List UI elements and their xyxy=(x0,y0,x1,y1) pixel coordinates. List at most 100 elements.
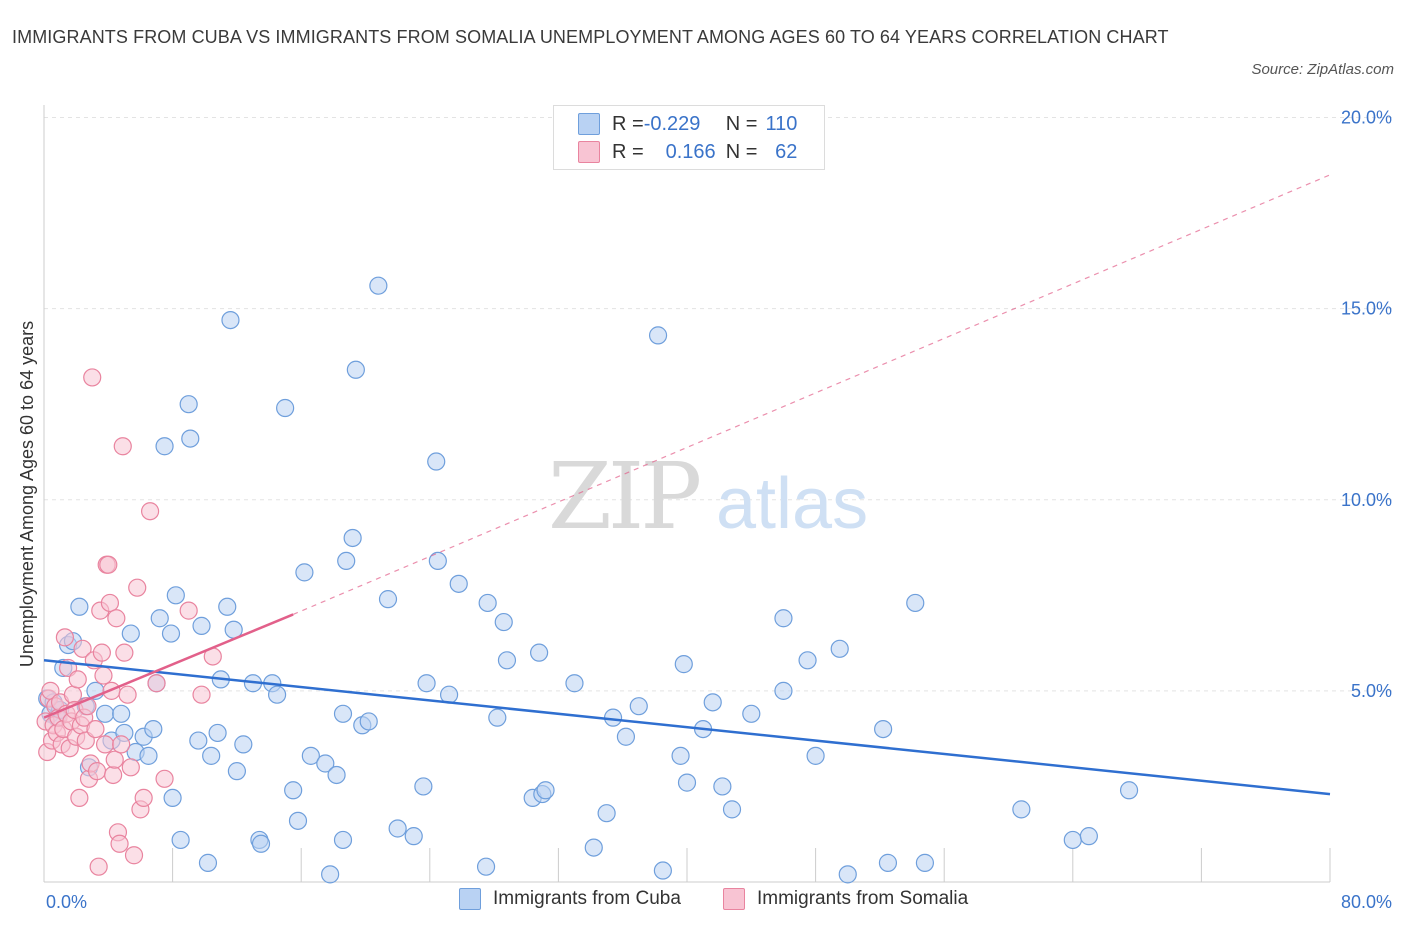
cuba-point xyxy=(404,827,423,846)
bottom-legend-somalia: Immigrants from Somalia xyxy=(723,888,968,910)
somalia-point xyxy=(140,502,160,521)
somalia-point xyxy=(121,758,140,777)
legend-r-value: 0.166 xyxy=(665,140,716,163)
cuba-point xyxy=(121,624,140,643)
cuba-point xyxy=(427,452,446,471)
cuba-point xyxy=(369,276,388,295)
legend-r-label: R = xyxy=(612,112,644,135)
cuba-point xyxy=(163,788,182,808)
somalia-point xyxy=(124,846,144,865)
cuba-point xyxy=(616,727,636,746)
somalia-point xyxy=(110,834,129,853)
cuba-point xyxy=(597,804,616,823)
cuba-point xyxy=(414,777,433,796)
cuba-point xyxy=(202,746,221,765)
somalia-point xyxy=(73,639,92,658)
somalia-point xyxy=(70,788,89,808)
cuba-point xyxy=(830,639,849,658)
cuba-point xyxy=(584,838,603,857)
cuba-point xyxy=(95,704,115,723)
cuba-point xyxy=(208,723,227,743)
somalia-point xyxy=(115,643,134,662)
legend-n-value: 110 xyxy=(765,112,798,135)
correlation-legend: R = -0.229 N = 110 R = 0.166 N = 62 xyxy=(553,105,825,170)
legend-swatch-somalia xyxy=(578,141,600,163)
legend-r-label: R = xyxy=(612,140,644,163)
cuba-point xyxy=(359,712,378,731)
somalia-point xyxy=(113,437,132,456)
cuba-point xyxy=(494,612,513,632)
somalia-point xyxy=(86,719,105,739)
series-cuba-points xyxy=(38,276,1139,884)
cuba-point xyxy=(1063,830,1082,850)
somalia-point xyxy=(68,670,87,689)
cuba-point xyxy=(144,719,163,739)
somalia-point xyxy=(104,765,123,785)
cuba-point xyxy=(284,781,303,800)
cuba-point xyxy=(476,857,496,876)
somalia-point xyxy=(147,674,166,693)
legend-row-somalia: R = 0.166 N = 62 xyxy=(578,139,797,165)
somalia-point xyxy=(118,685,137,704)
bottom-legend-label-cuba: Immigrants from Cuba xyxy=(493,888,681,909)
cuba-point xyxy=(227,762,246,781)
legend-r-value: -0.229 xyxy=(643,112,701,135)
cuba-point xyxy=(346,360,365,379)
trend-line-somalia-extended xyxy=(292,174,1331,615)
cuba-point xyxy=(530,643,549,662)
cuba-point xyxy=(677,773,697,792)
cuba-point xyxy=(166,586,185,605)
cuba-point xyxy=(150,609,169,628)
x-tick-label-max: 80.0% xyxy=(1341,892,1392,912)
cuba-point xyxy=(1012,800,1031,819)
cuba-point xyxy=(774,609,793,628)
cuba-point xyxy=(806,746,825,765)
cuba-point xyxy=(878,853,898,872)
legend-row-cuba: R = -0.229 N = 110 xyxy=(578,111,797,137)
y-tick-label: 10.0% xyxy=(1341,490,1392,510)
somalia-point xyxy=(89,857,108,876)
cuba-point xyxy=(478,593,497,613)
cuba-point xyxy=(327,765,346,785)
cuba-point xyxy=(337,551,356,571)
somalia-point xyxy=(87,762,107,781)
somalia-point xyxy=(83,368,102,387)
legend-n-label: N = xyxy=(725,112,758,135)
y-tick-label: 5.0% xyxy=(1351,681,1392,701)
watermark-zip: ZIP xyxy=(548,443,699,550)
cuba-point xyxy=(742,704,761,723)
somalia-point xyxy=(99,555,118,574)
y-tick-label: 15.0% xyxy=(1341,299,1392,319)
cuba-point xyxy=(179,395,198,414)
cuba-point xyxy=(915,853,935,872)
somalia-point xyxy=(192,685,211,704)
series-somalia-points xyxy=(36,368,222,876)
cuba-point xyxy=(181,429,200,448)
cuba-point xyxy=(1119,781,1139,800)
cuba-point xyxy=(906,593,925,613)
somalia-point xyxy=(95,735,115,754)
axis-labels: 5.0% 10.0% 15.0% 20.0% 0.0% 80.0% Unemployment… xyxy=(17,108,1392,913)
cuba-point xyxy=(449,574,468,593)
cuba-point xyxy=(189,731,208,750)
bottom-legend-swatch-somalia xyxy=(723,888,745,910)
cuba-point xyxy=(221,310,240,330)
x-tick-label-min: 0.0% xyxy=(46,892,87,912)
legend-n-label: N = xyxy=(725,140,758,163)
somalia-point xyxy=(63,685,83,704)
cuba-point xyxy=(428,551,447,571)
somalia-point xyxy=(112,735,131,754)
cuba-point xyxy=(161,624,181,643)
chart-title: IMMIGRANTS FROM CUBA VS IMMIGRANTS FROM … xyxy=(12,27,1169,47)
somalia-point xyxy=(100,593,120,613)
somalia-point xyxy=(105,750,124,769)
cuba-point xyxy=(192,616,211,635)
cuba-point xyxy=(417,674,436,693)
cuba-point xyxy=(629,697,648,716)
cuba-point xyxy=(218,597,237,616)
cuba-point xyxy=(838,865,857,884)
legend-n-value: 62 xyxy=(775,140,798,163)
y-tick-label: 20.0% xyxy=(1341,108,1392,128)
somalia-point xyxy=(92,643,111,662)
